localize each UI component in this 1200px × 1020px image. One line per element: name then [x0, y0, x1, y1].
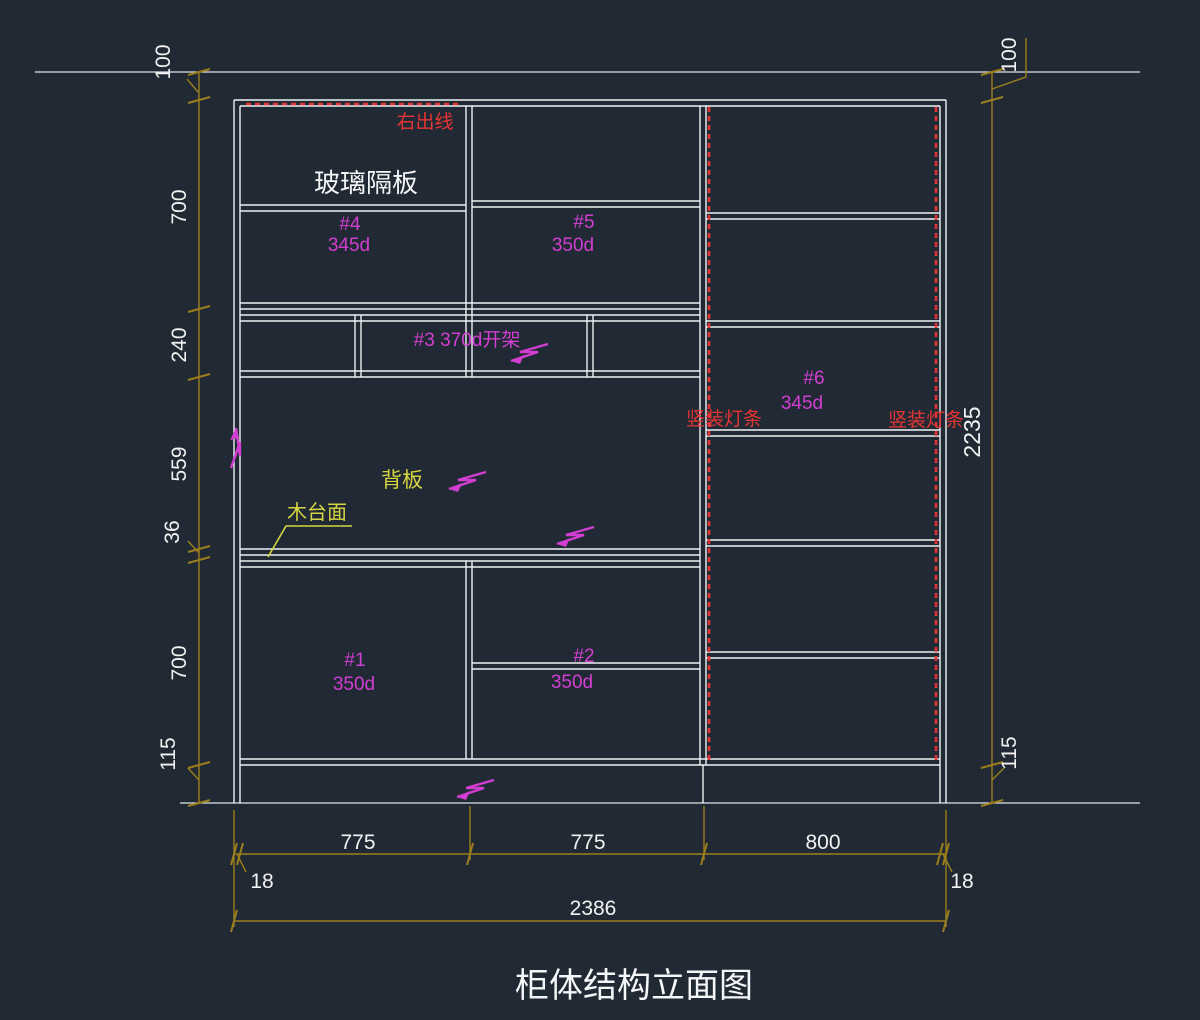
light-strip-label-right: 竖装灯条 — [888, 409, 964, 431]
compartment-1-depth: 350d — [333, 674, 375, 695]
compartment-6-depth: 345d — [781, 393, 823, 414]
flow-arrows — [229, 342, 595, 800]
dimension-lines — [186, 38, 1027, 933]
right-outlet-label: 右出线 — [396, 111, 453, 133]
cabinet-structure-lines — [233, 99, 947, 803]
compartment-4-depth: 345d — [328, 235, 370, 256]
dim-left-559: 559 — [168, 446, 191, 481]
compartment-2-depth: 350d — [551, 672, 593, 693]
dim-bottom-775-left: 775 — [340, 831, 375, 854]
dim-left-115: 115 — [157, 737, 180, 770]
dim-left-700-bottom: 700 — [168, 645, 191, 680]
open-rack-label: #3 370d开架 — [414, 329, 521, 351]
back-panel-label: 背板 — [381, 469, 423, 492]
dimension-labels: 100 700 240 559 36 700 115 100 2235 115 … — [152, 37, 1021, 920]
compartment-1-id: #1 — [344, 650, 365, 671]
dim-bottom-18-right: 18 — [950, 870, 973, 893]
compartment-4-id: #4 — [339, 214, 361, 235]
flow-arrow-icon — [556, 525, 595, 547]
wood-countertop-leader — [267, 525, 352, 558]
wood-countertop-label: 木台面 — [287, 501, 347, 524]
flow-arrow-vertical-icon — [229, 427, 242, 469]
annotation-labels: 右出线 玻璃隔板 #4 345d #5 350d #3 370d开架 背板 木台… — [267, 111, 964, 695]
dim-left-36: 36 — [161, 520, 184, 543]
dim-left-240: 240 — [168, 327, 191, 362]
dim-bottom-18-left: 18 — [250, 870, 273, 893]
dim-bottom-2386: 2386 — [570, 897, 617, 920]
compartment-2-id: #2 — [573, 646, 594, 667]
dim-right-2235: 2235 — [959, 406, 985, 457]
dim-left-700-top: 700 — [168, 189, 191, 224]
compartment-5-depth: 350d — [552, 235, 594, 256]
dim-right-100: 100 — [998, 37, 1021, 72]
dim-bottom-775-mid: 775 — [570, 831, 605, 854]
dim-right-115: 115 — [998, 736, 1021, 769]
flow-arrow-icon — [456, 778, 495, 800]
glass-shelf-label: 玻璃隔板 — [314, 168, 418, 198]
compartment-5-id: #5 — [573, 212, 594, 233]
flow-arrow-icon — [448, 470, 487, 492]
dim-bottom-800: 800 — [805, 831, 840, 854]
dim-left-100: 100 — [152, 44, 175, 79]
led-strip-lines — [246, 102, 938, 762]
drawing-title: 柜体结构立面图 — [515, 967, 753, 1005]
flow-arrow-icon — [510, 342, 549, 364]
light-strip-label-left: 竖装灯条 — [686, 408, 762, 430]
compartment-6-id: #6 — [803, 368, 824, 389]
reference-lines — [35, 71, 1140, 804]
